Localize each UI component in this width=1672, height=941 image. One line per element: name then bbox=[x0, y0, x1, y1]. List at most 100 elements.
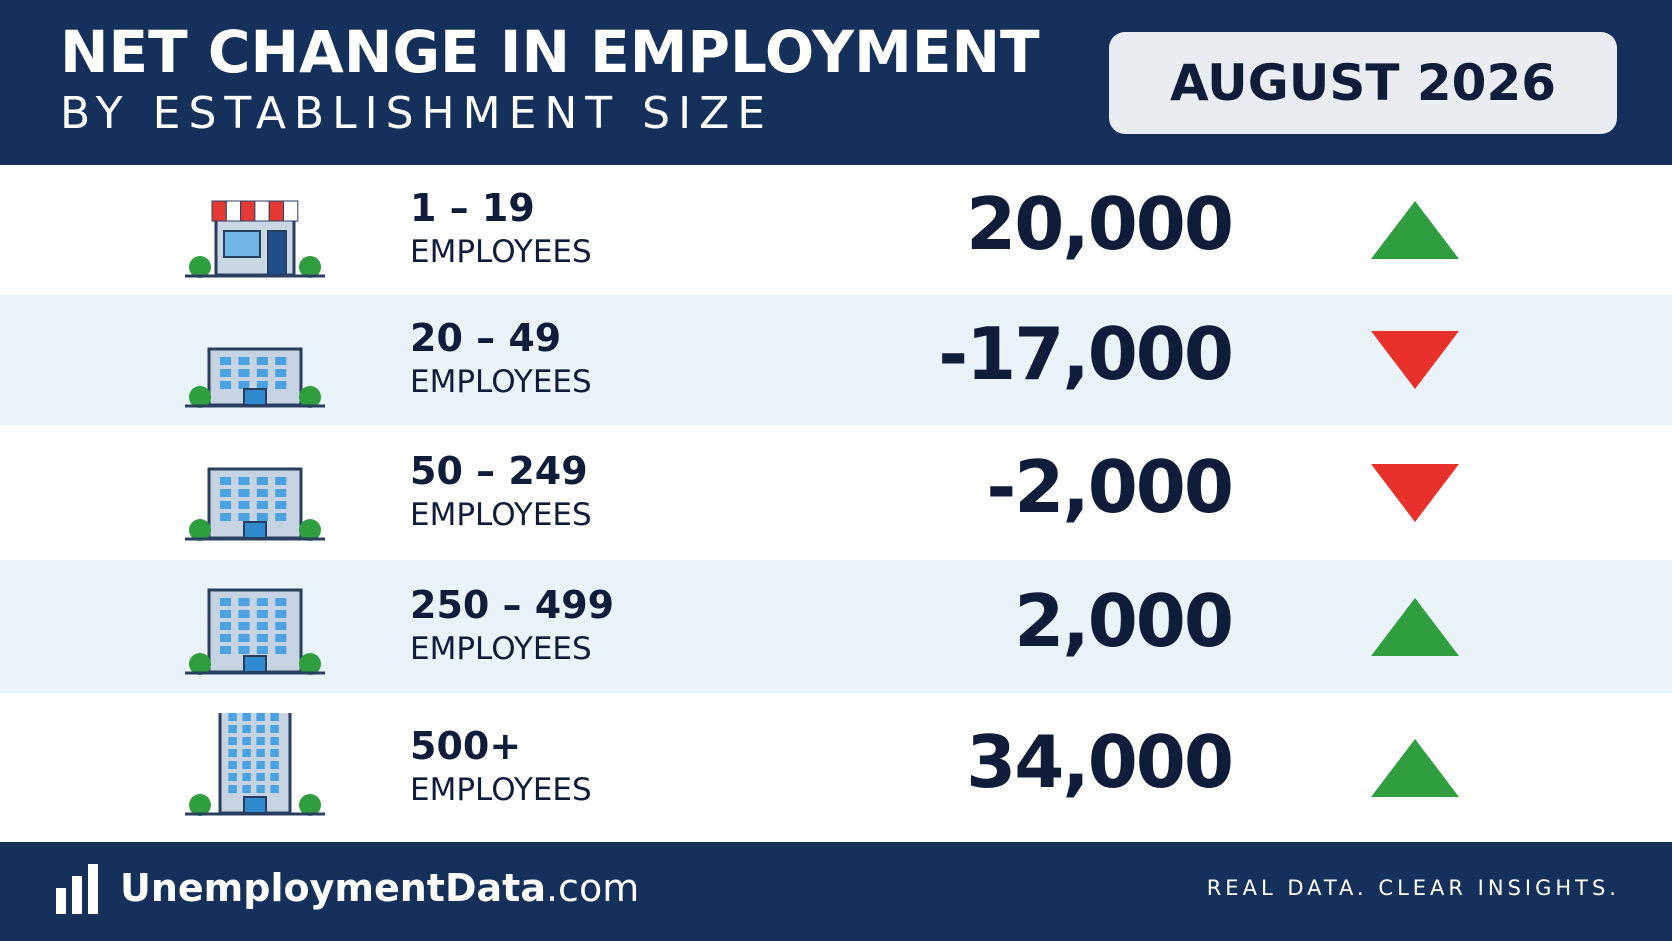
window bbox=[256, 597, 268, 606]
awning bbox=[225, 200, 242, 222]
window bbox=[256, 357, 268, 365]
window bbox=[275, 357, 287, 365]
net-change: 34,000 bbox=[966, 719, 1234, 804]
table-row: 20 – 49 EMPLOYEES -17,000 bbox=[0, 295, 1672, 425]
brand-name: UnemploymentData bbox=[120, 866, 546, 910]
window bbox=[220, 609, 232, 618]
size-range: 500+ bbox=[410, 723, 522, 768]
window bbox=[275, 369, 287, 377]
table-row: 500+ EMPLOYEES 34,000 bbox=[0, 693, 1672, 842]
tree bbox=[189, 518, 211, 541]
window bbox=[220, 621, 232, 630]
window bbox=[242, 760, 251, 769]
size-unit: EMPLOYEES bbox=[410, 630, 592, 667]
window bbox=[238, 500, 250, 509]
window bbox=[270, 784, 279, 793]
door bbox=[243, 654, 267, 673]
period-badge: AUGUST 2026 bbox=[1109, 32, 1617, 134]
net-change: 2,000 bbox=[1014, 578, 1234, 663]
size-unit: EMPLOYEES bbox=[410, 496, 592, 533]
window bbox=[242, 712, 251, 721]
window bbox=[275, 381, 287, 389]
window bbox=[256, 633, 268, 642]
window bbox=[256, 512, 268, 521]
tree bbox=[189, 386, 211, 408]
window bbox=[220, 500, 232, 509]
window bbox=[275, 633, 287, 642]
tree bbox=[189, 652, 211, 675]
window bbox=[275, 512, 287, 521]
window bbox=[256, 748, 265, 757]
size-range: 1 – 19 bbox=[410, 186, 535, 230]
window bbox=[220, 488, 232, 497]
awning bbox=[268, 200, 284, 222]
window bbox=[238, 357, 250, 365]
window bbox=[238, 645, 250, 654]
table-row: 50 – 249 EMPLOYEES -2,000 bbox=[0, 425, 1672, 560]
brand-suffix: .com bbox=[545, 866, 640, 910]
trend-down-arrow bbox=[1371, 463, 1459, 522]
window bbox=[270, 724, 279, 733]
window bbox=[238, 369, 250, 377]
window bbox=[256, 772, 265, 781]
building-icon bbox=[185, 588, 325, 675]
window bbox=[256, 381, 268, 389]
arrow bbox=[1371, 463, 1459, 522]
trend-up-arrow bbox=[1371, 738, 1459, 797]
window bbox=[228, 760, 237, 769]
net-change: -17,000 bbox=[938, 312, 1234, 396]
window bbox=[228, 748, 237, 757]
window bbox=[256, 488, 268, 497]
door bbox=[243, 388, 267, 406]
window bbox=[270, 748, 279, 757]
tree bbox=[299, 793, 321, 816]
trend-down-arrow bbox=[1371, 331, 1459, 389]
window bbox=[275, 597, 287, 606]
tree bbox=[299, 652, 321, 675]
window bbox=[256, 369, 268, 377]
window bbox=[220, 512, 232, 521]
window bbox=[242, 748, 251, 757]
window bbox=[220, 633, 232, 642]
window bbox=[228, 712, 237, 721]
door bbox=[243, 520, 267, 539]
window bbox=[256, 736, 265, 745]
window bbox=[270, 772, 279, 781]
tagline: REAL DATA. CLEAR INSIGHTS. bbox=[1206, 876, 1620, 900]
window bbox=[256, 712, 265, 721]
window bbox=[238, 381, 250, 389]
window bbox=[228, 736, 237, 745]
brand: UnemploymentData.com bbox=[120, 866, 639, 910]
window bbox=[238, 488, 250, 497]
window bbox=[256, 760, 265, 769]
window bbox=[242, 772, 251, 781]
window bbox=[275, 488, 287, 497]
period: AUGUST 2026 bbox=[1169, 54, 1557, 112]
window bbox=[220, 369, 232, 377]
window bbox=[256, 784, 265, 793]
window bbox=[223, 230, 261, 258]
window bbox=[242, 736, 251, 745]
tree bbox=[299, 256, 321, 278]
window bbox=[238, 609, 250, 618]
window bbox=[275, 476, 287, 485]
footer-bar: UnemploymentData.com REAL DATA. CLEAR IN… bbox=[0, 842, 1672, 941]
window bbox=[270, 712, 279, 721]
net-change: 20,000 bbox=[966, 182, 1234, 266]
window bbox=[238, 512, 250, 521]
size-range: 20 – 49 bbox=[410, 316, 562, 360]
tree bbox=[299, 386, 321, 408]
tree bbox=[299, 518, 321, 541]
window bbox=[238, 597, 250, 606]
size-unit: EMPLOYEES bbox=[410, 771, 592, 808]
tree bbox=[189, 793, 211, 816]
table-row: 250 – 499 EMPLOYEES 2,000 bbox=[0, 560, 1672, 693]
window bbox=[270, 736, 279, 745]
size-unit: EMPLOYEES bbox=[410, 234, 592, 270]
trend-up-arrow bbox=[1371, 201, 1459, 259]
arrow bbox=[1371, 738, 1459, 797]
window bbox=[220, 597, 232, 606]
window bbox=[238, 621, 250, 630]
awning bbox=[211, 200, 227, 222]
